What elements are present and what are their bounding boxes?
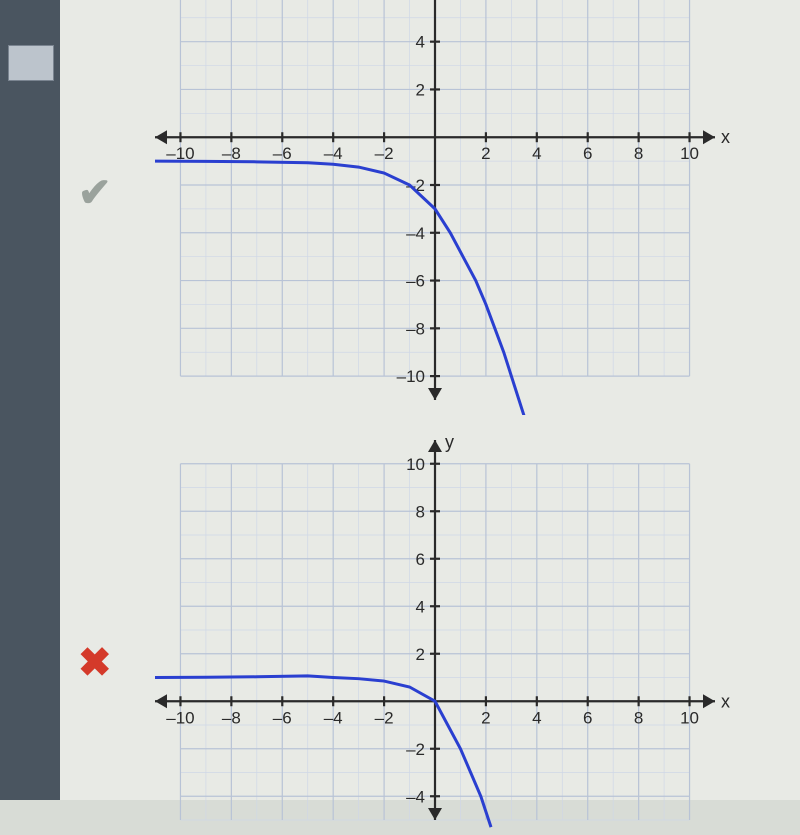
svg-text:8: 8 — [416, 502, 425, 521]
svg-text:–6: –6 — [273, 708, 292, 727]
svg-text:8: 8 — [634, 708, 643, 727]
sidebar-thumbnail — [8, 45, 54, 81]
svg-text:–4: –4 — [324, 708, 343, 727]
svg-text:2: 2 — [481, 708, 490, 727]
left-sidebar — [0, 0, 60, 800]
svg-text:–6: –6 — [273, 144, 292, 163]
svg-text:2: 2 — [481, 144, 490, 163]
incorrect-cross-icon: ✖ — [78, 640, 112, 686]
svg-text:10: 10 — [680, 144, 699, 163]
svg-text:–8: –8 — [406, 319, 425, 338]
svg-text:8: 8 — [634, 144, 643, 163]
svg-text:–2: –2 — [406, 740, 425, 759]
svg-text:–6: –6 — [406, 272, 425, 291]
svg-text:–4: –4 — [324, 144, 343, 163]
svg-text:x: x — [721, 127, 730, 147]
svg-text:–4: –4 — [406, 224, 425, 243]
svg-text:–10: –10 — [166, 708, 194, 727]
svg-text:–10: –10 — [397, 367, 425, 386]
svg-text:–2: –2 — [375, 144, 394, 163]
svg-text:–4: –4 — [406, 787, 425, 806]
svg-text:10: 10 — [680, 708, 699, 727]
svg-text:4: 4 — [532, 144, 541, 163]
graph-option-correct[interactable]: –10–8–6–4–2246810246–2–4–6–8–10x — [155, 0, 745, 415]
correct-checkmark-icon: ✔ — [78, 170, 112, 216]
svg-text:4: 4 — [416, 597, 425, 616]
svg-text:x: x — [721, 691, 730, 711]
svg-text:10: 10 — [406, 455, 425, 474]
svg-text:6: 6 — [583, 144, 592, 163]
svg-text:6: 6 — [416, 550, 425, 569]
svg-text:6: 6 — [583, 708, 592, 727]
svg-text:6: 6 — [416, 0, 425, 4]
svg-text:4: 4 — [416, 33, 425, 52]
svg-text:–8: –8 — [222, 708, 241, 727]
svg-text:2: 2 — [416, 645, 425, 664]
svg-text:2: 2 — [416, 80, 425, 99]
svg-text:–2: –2 — [375, 708, 394, 727]
svg-text:y: y — [445, 432, 454, 452]
svg-text:4: 4 — [532, 708, 541, 727]
graph-option-incorrect[interactable]: –10 –8 –6 –4 –2 2 4 6 8 10 2 4 6 8 10 –2 –4 x y — [155, 425, 745, 835]
content-area: ✔ –10–8–6–4–2246810246–2–4–6–8–10x ✖ –10… — [60, 0, 800, 800]
